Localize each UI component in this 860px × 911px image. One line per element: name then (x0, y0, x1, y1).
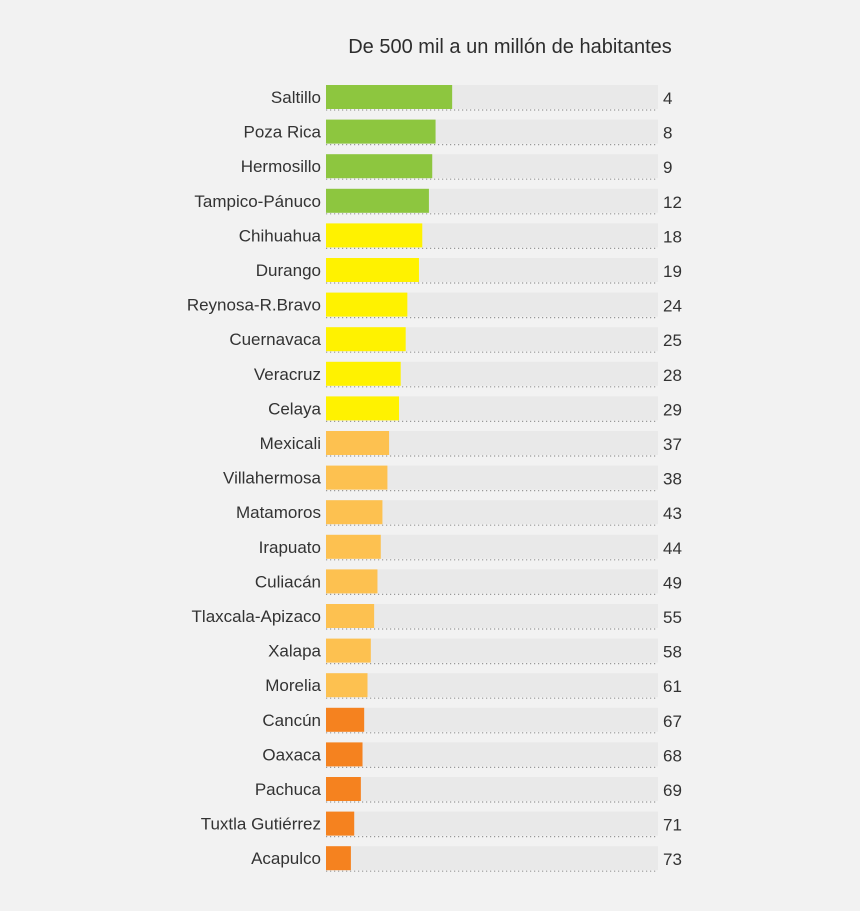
bar-track (326, 846, 658, 871)
bar-track (326, 638, 658, 663)
value-label: 58 (663, 643, 682, 662)
category-label: Tuxtla Gutiérrez (201, 815, 321, 834)
category-label: Tlaxcala-Apizaco (192, 607, 321, 626)
value-label: 37 (663, 435, 682, 454)
category-label: Durango (256, 261, 321, 280)
category-label: Morelia (265, 676, 321, 695)
bar (326, 85, 453, 109)
bar (326, 604, 375, 628)
value-label: 61 (663, 677, 682, 696)
bar-track (326, 707, 658, 732)
value-label: 24 (663, 297, 682, 316)
category-label: Veracruz (254, 365, 321, 384)
bar (326, 223, 423, 248)
bar (326, 673, 368, 698)
value-label: 69 (663, 781, 682, 800)
bar (326, 119, 436, 144)
bar (326, 327, 406, 352)
bar (326, 292, 408, 317)
bar-track (326, 673, 658, 698)
category-label: Hermosillo (241, 157, 321, 176)
category-label: Tampico-Pánuco (194, 192, 321, 211)
category-label: Acapulco (251, 849, 321, 868)
category-label: Cancún (262, 711, 321, 730)
value-label: 67 (663, 712, 682, 731)
category-label: Culiacán (255, 572, 321, 591)
bar (326, 188, 429, 213)
value-label: 28 (663, 366, 682, 385)
value-label: 44 (663, 539, 682, 558)
category-label: Xalapa (268, 642, 321, 661)
bar (326, 707, 365, 732)
bar-track (326, 742, 658, 767)
bar (326, 569, 378, 594)
bar-track (326, 534, 658, 559)
bar (326, 638, 371, 663)
value-label: 55 (663, 608, 682, 627)
category-label: Matamoros (236, 503, 321, 522)
bar (326, 465, 388, 490)
bar (326, 154, 433, 179)
bar (326, 361, 401, 386)
value-label: 25 (663, 331, 682, 350)
value-label: 49 (663, 573, 682, 592)
category-label: Cuernavaca (229, 330, 321, 349)
value-label: 4 (663, 89, 672, 108)
bar-track (326, 811, 658, 836)
bar (326, 396, 400, 421)
category-label: Celaya (268, 399, 321, 418)
bar (326, 742, 363, 767)
value-label: 19 (663, 262, 682, 281)
category-label: Villahermosa (223, 469, 322, 488)
category-label: Mexicali (260, 434, 321, 453)
value-label: 8 (663, 124, 672, 143)
bar-track (326, 569, 658, 594)
value-label: 43 (663, 504, 682, 523)
category-label: Reynosa-R.Bravo (187, 296, 321, 315)
value-label: 9 (663, 158, 672, 177)
category-label: Oaxaca (262, 745, 321, 764)
category-label: Pachuca (255, 780, 322, 799)
chart-title: De 500 mil a un millón de habitantes (348, 36, 672, 58)
category-label: Poza Rica (244, 123, 322, 142)
category-label: Saltillo (271, 88, 321, 107)
value-label: 38 (663, 470, 682, 489)
value-label: 68 (663, 746, 682, 765)
category-label: Chihuahua (239, 226, 322, 245)
bar (326, 534, 381, 559)
bar (326, 777, 361, 801)
value-label: 71 (663, 816, 682, 835)
bar (326, 500, 383, 525)
value-label: 18 (663, 227, 682, 246)
bar (326, 258, 419, 282)
bar (326, 431, 390, 455)
bar (326, 811, 355, 836)
category-label: Irapuato (259, 538, 321, 557)
value-label: 73 (663, 850, 682, 869)
bar-track (326, 777, 658, 801)
bar-track (326, 604, 658, 628)
bar (326, 846, 351, 871)
value-label: 12 (663, 193, 682, 212)
value-label: 29 (663, 400, 682, 419)
